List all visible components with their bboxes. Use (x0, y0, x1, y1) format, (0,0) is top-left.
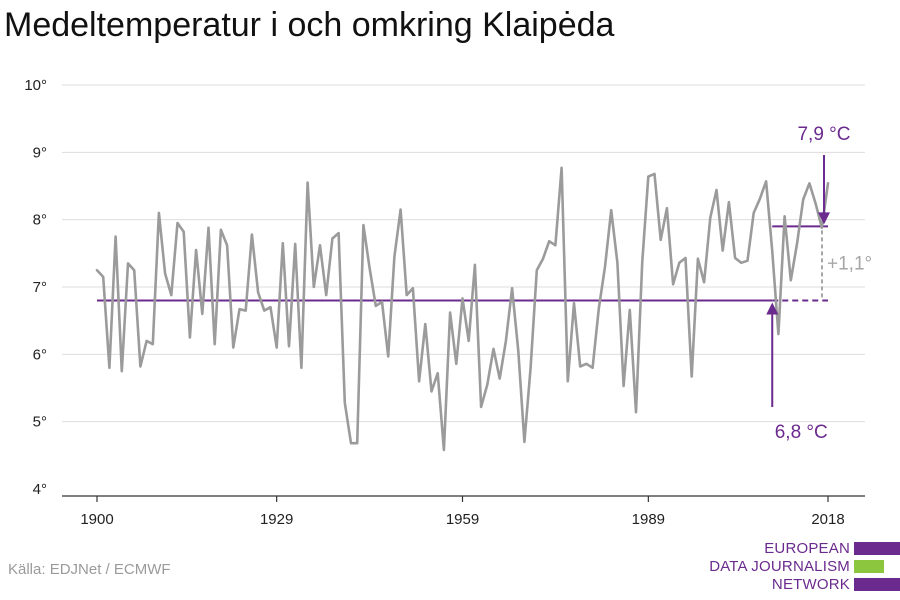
edjnet-logo[interactable]: EUROPEAN DATA JOURNALISM NETWORK (700, 538, 900, 600)
grid-lines (62, 84, 865, 423)
y-tick-label-4: 4° (33, 481, 47, 498)
logo-line-data-journalism: DATA JOURNALISM (709, 558, 850, 575)
y-tick-label-6: 6° (33, 346, 47, 363)
logo-bar-top (854, 542, 900, 555)
x-tick-label-1929: 1929 (260, 511, 293, 528)
y-tick-label-7: 7° (33, 279, 47, 296)
x-tick-label-2018: 2018 (811, 511, 844, 528)
y-tick-label-10: 10° (24, 77, 47, 94)
annotations: +1,1° 6,8 °C 7,9 °C (766, 124, 872, 443)
baseline-mean-label: 6,8 °C (775, 422, 828, 443)
temperature-series-line (95, 166, 830, 452)
arrow-recent-head (818, 212, 830, 225)
series-layer (95, 166, 830, 452)
difference-label: +1,1° (827, 253, 872, 274)
recent-mean-label: 7,9 °C (797, 124, 850, 145)
x-axis: 1900 1929 1959 1989 2018 (62, 495, 865, 528)
x-tick-label-1989: 1989 (632, 511, 665, 528)
x-tick-label-1959: 1959 (446, 511, 479, 528)
y-tick-label-9: 9° (33, 144, 47, 161)
arrow-baseline-head (766, 302, 779, 315)
source-note: Källa: EDJNet / ECMWF (8, 561, 171, 578)
y-tick-label-8: 8° (33, 212, 47, 229)
logo-bar-middle (854, 560, 884, 573)
chart: 4° 5° 6° 7° 8° 9° 10° 1900 1929 1959 1989 2018 +1,… (24, 77, 872, 528)
y-tick-label-5: 5° (33, 414, 47, 431)
chart-title: Medeltemperatur i och omkring Klaipėda (4, 6, 615, 44)
logo-line-network: NETWORK (771, 576, 850, 593)
y-axis: 4° 5° 6° 7° 8° 9° 10° (24, 77, 47, 498)
logo-line-european: EUROPEAN (764, 540, 850, 557)
logo-bar-bottom (854, 578, 900, 591)
x-tick-label-1900: 1900 (80, 511, 113, 528)
